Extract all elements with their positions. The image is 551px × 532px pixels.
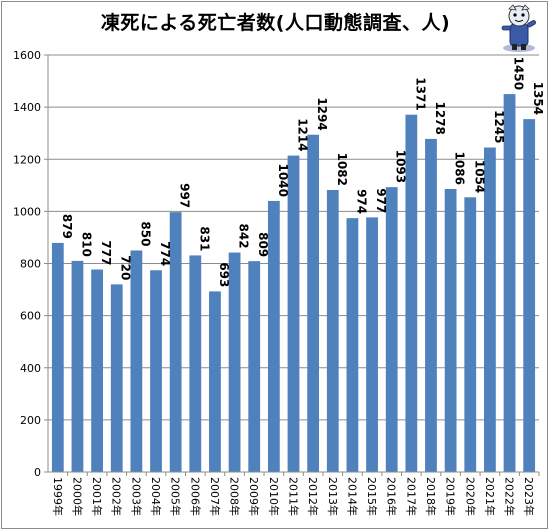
x-tick-label: 2010年	[267, 477, 281, 516]
y-tick-label: 0	[34, 466, 41, 479]
data-label: 720	[119, 255, 133, 280]
data-label: 977	[374, 188, 388, 213]
bar	[150, 270, 162, 472]
bar	[484, 147, 496, 472]
bar	[366, 217, 378, 472]
chart-title: 凍死による死亡者数(人口動態調査、人)	[100, 12, 451, 34]
x-tick-label: 2000年	[70, 477, 84, 516]
data-label: 831	[197, 226, 211, 251]
data-label: 850	[138, 221, 152, 246]
data-label: 1354	[531, 82, 545, 115]
bar	[248, 261, 261, 472]
x-tick-label: 2008年	[228, 477, 242, 516]
data-label: 1278	[433, 102, 447, 135]
data-label: 810	[79, 232, 93, 257]
y-tick-label: 800	[20, 258, 41, 271]
bar	[405, 114, 418, 472]
data-label: 1082	[335, 153, 349, 186]
x-tick-label: 2023年	[522, 477, 536, 516]
data-label: 842	[237, 223, 251, 248]
bar	[51, 242, 64, 472]
data-label: 974	[354, 189, 368, 214]
x-tick-label: 2016年	[385, 477, 399, 516]
bar	[91, 269, 103, 472]
x-tick-label: 2009年	[247, 477, 261, 516]
y-tick-label: 1400	[13, 101, 41, 114]
bar	[287, 155, 300, 472]
y-axis: 0 200 400 600 800 1000 1200 1400 1600	[13, 49, 49, 479]
data-label: 777	[99, 240, 113, 265]
data-label: 1214	[296, 118, 310, 151]
bar	[228, 252, 241, 472]
bar	[464, 197, 477, 472]
data-label: 693	[217, 262, 231, 287]
data-label: 879	[60, 214, 74, 239]
x-tick-label: 2013年	[326, 477, 340, 516]
bar	[444, 188, 457, 472]
mascot-character-icon	[501, 4, 536, 52]
x-tick-label: 2015年	[365, 477, 379, 516]
y-tick-label: 1600	[13, 49, 41, 62]
x-tick-label: 2011年	[287, 477, 301, 516]
x-tick-label: 2014年	[345, 477, 359, 516]
x-tick-label: 2004年	[149, 477, 163, 516]
y-tick-label: 200	[20, 414, 41, 427]
data-label: 774	[158, 241, 172, 266]
bar	[523, 119, 536, 473]
x-axis: 1999年 2000年 2001年 2002年 2003年 2004年 2005年 2006年…	[48, 471, 540, 516]
x-tick-label: 2017年	[404, 477, 418, 516]
y-tick-label: 600	[20, 310, 41, 323]
bar	[326, 190, 339, 472]
bar	[267, 200, 280, 472]
data-label: 1086	[453, 152, 467, 185]
x-tick-label: 2005年	[169, 477, 183, 516]
bar	[503, 94, 516, 472]
x-tick-label: 2020年	[463, 477, 477, 516]
y-tick-label: 400	[20, 362, 41, 375]
x-tick-label: 2019年	[444, 477, 458, 516]
data-label: 1054	[472, 160, 486, 193]
data-label: 1371	[413, 77, 427, 110]
x-tick-label: 2007年	[208, 477, 222, 516]
x-tick-label: 2003年	[129, 477, 143, 516]
bar	[110, 284, 123, 472]
bar	[346, 218, 359, 472]
data-label: 1040	[276, 164, 290, 197]
bar	[130, 250, 143, 472]
data-labels: 879 810 777 720 850 774 997 831 693 842 809 1040 121…	[60, 57, 545, 288]
data-label: 1450	[512, 57, 526, 90]
y-tick-label: 1200	[13, 153, 41, 166]
bar	[425, 138, 437, 472]
bar	[71, 260, 84, 472]
data-label: 997	[178, 183, 192, 208]
y-tick-label: 1000	[13, 205, 41, 218]
bar	[209, 291, 221, 472]
data-label: 809	[256, 232, 270, 257]
bar	[169, 212, 182, 473]
x-tick-label: 2001年	[90, 477, 104, 516]
bar	[307, 134, 320, 472]
bar	[189, 255, 202, 472]
x-tick-label: 2012年	[306, 477, 320, 516]
data-label: 1245	[492, 110, 506, 143]
x-tick-label: 1999年	[51, 477, 65, 516]
x-tick-label: 2006年	[188, 477, 202, 516]
bars	[51, 94, 536, 473]
x-tick-label: 2022年	[503, 477, 517, 516]
x-tick-label: 2002年	[110, 477, 124, 516]
bar	[385, 187, 398, 472]
x-tick-label: 2021年	[483, 477, 497, 516]
data-label: 1093	[394, 150, 408, 183]
x-tick-label: 2018年	[424, 477, 438, 516]
data-label: 1294	[315, 97, 329, 130]
